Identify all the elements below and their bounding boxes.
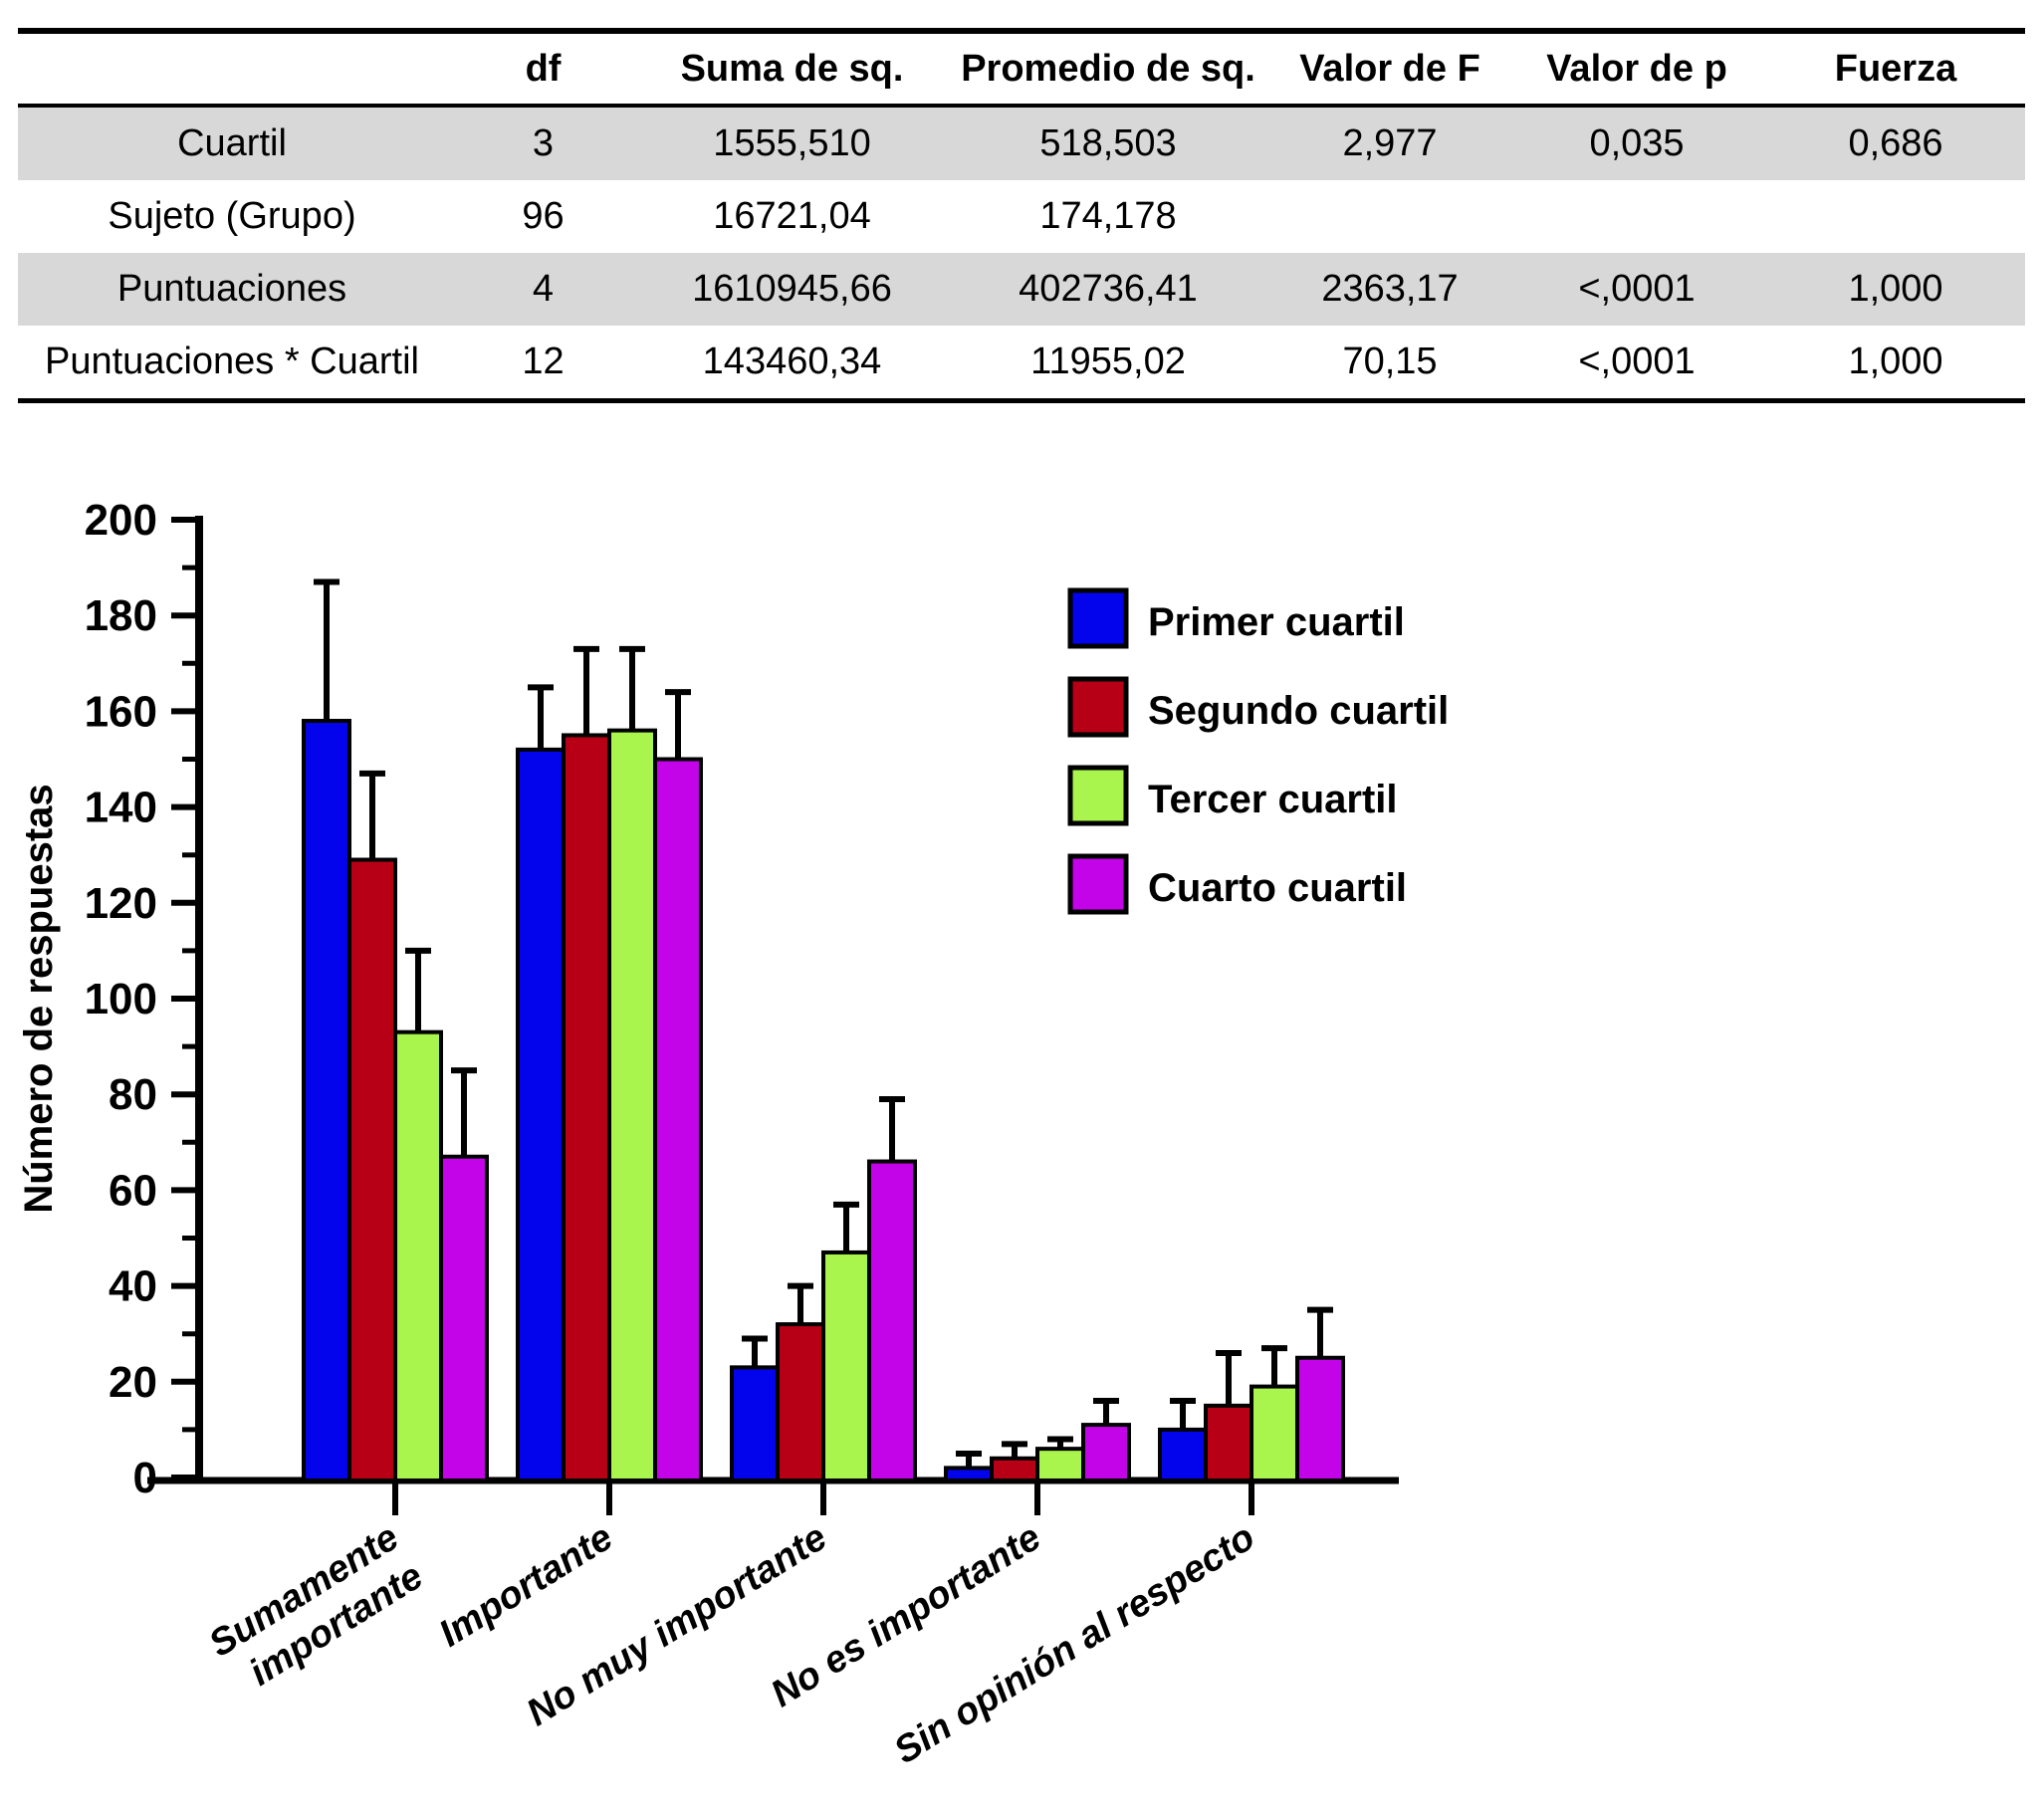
- table-cell: 2,977: [1342, 122, 1438, 164]
- x-tick-label: Sumamenteimportante: [202, 1516, 430, 1705]
- table-cell: 518,503: [1039, 122, 1177, 164]
- header-cell-promedio: Promedio de sq.: [944, 31, 1272, 108]
- y-axis-title: Número de respuestas: [17, 784, 61, 1213]
- table-cell: <,0001: [1578, 268, 1696, 310]
- legend-item: Primer cuartil: [1067, 587, 1405, 649]
- y-tick-label: 120: [85, 879, 157, 928]
- table-cell: 402736,41: [1019, 268, 1198, 310]
- bar: [653, 757, 703, 1482]
- table-cell: 4: [532, 268, 555, 310]
- bar: [1158, 1427, 1208, 1483]
- y-tick-label: 80: [109, 1070, 157, 1119]
- y-tick-label: 20: [109, 1358, 157, 1407]
- bar: [944, 1466, 994, 1483]
- bar: [730, 1365, 780, 1482]
- svg-text:Sin opinión al respecto: Sin opinión al respecto: [887, 1516, 1262, 1772]
- table-row: Puntuaciones * Cuartil 12 143460,34 11955,0…: [18, 326, 2025, 401]
- table-cell: 1,000: [1848, 341, 1943, 382]
- y-tick-label: 140: [85, 784, 157, 832]
- bar: [562, 733, 611, 1482]
- bar: [1035, 1447, 1085, 1483]
- bar: [393, 1029, 443, 1482]
- legend-item: Cuarto cuartil: [1067, 853, 1407, 915]
- table-cell: 0,035: [1589, 122, 1685, 164]
- bar: [1204, 1403, 1253, 1482]
- header-cell-df: df: [446, 31, 640, 108]
- bar: [821, 1250, 871, 1482]
- bar: [867, 1159, 917, 1482]
- table-cell: 12: [522, 341, 565, 382]
- bar: [1295, 1355, 1345, 1482]
- anova-table: df Suma de sq. Promedio de sq. Valor de …: [18, 28, 2025, 403]
- table-cell: [1272, 180, 1507, 253]
- table-cell: 1,000: [1848, 268, 1943, 310]
- row-label: Cuartil: [177, 122, 287, 164]
- x-tick-label: Importante: [432, 1516, 620, 1656]
- table-cell: 174,178: [1039, 195, 1177, 237]
- y-tick-label: 60: [109, 1166, 157, 1215]
- legend: Primer cuartil Segundo cuartil Tercer cuar…: [1067, 587, 1449, 915]
- bar-chart: 0 20 40 60 80 100 120 140 160 180 200 Número de res…: [17, 496, 1449, 1772]
- legend-item: Tercer cuartil: [1067, 765, 1398, 826]
- legend-label: Tercer cuartil: [1148, 778, 1398, 821]
- anova-table-header: df Suma de sq. Promedio de sq. Valor de …: [18, 31, 2025, 108]
- anova-table-body: Cuartil 3 1555,510 518,503 2,977 0,035 0,686 Su…: [18, 106, 2025, 401]
- table-cell: 96: [522, 195, 565, 237]
- row-label: Sujeto (Grupo): [108, 195, 356, 237]
- y-tick-label: 200: [85, 496, 157, 545]
- y-tick-label: 40: [109, 1262, 157, 1311]
- header-cell-valor-p: Valor de p: [1507, 31, 1766, 108]
- header-row: df Suma de sq. Promedio de sq. Valor de …: [18, 31, 2025, 108]
- row-label: Puntuaciones * Cuartil: [45, 341, 419, 382]
- header-cell-valor-f: Valor de F: [1272, 31, 1507, 108]
- svg-text:Importante: Importante: [432, 1516, 620, 1656]
- svg-text:Sumamenteimportante: Sumamenteimportante: [202, 1516, 430, 1705]
- row-label: Puntuaciones: [116, 268, 347, 310]
- table-cell: 1555,510: [713, 122, 871, 164]
- header-cell-blank: [18, 31, 446, 108]
- table-cell: 1610945,66: [692, 268, 892, 310]
- legend-swatch: [1067, 853, 1129, 915]
- table-cell: 3: [532, 122, 555, 164]
- bar: [1249, 1384, 1299, 1482]
- legend-label: Cuarto cuartil: [1148, 866, 1407, 910]
- table-cell: 143460,34: [702, 341, 882, 382]
- table-cell: 16721,04: [713, 195, 871, 237]
- y-tick-label: 180: [85, 591, 157, 640]
- y-tick-label: 100: [85, 975, 157, 1023]
- legend-item: Segundo cuartil: [1067, 676, 1449, 738]
- legend-swatch: [1067, 765, 1129, 826]
- header-cell-fuerza: Fuerza: [1766, 31, 2025, 108]
- table-cell: 2363,17: [1321, 268, 1459, 310]
- bar: [990, 1456, 1039, 1483]
- legend-label: Primer cuartil: [1148, 600, 1405, 644]
- table-cell: 70,15: [1342, 341, 1438, 382]
- bar: [1081, 1423, 1131, 1483]
- bar: [776, 1322, 825, 1483]
- legend-swatch: [1067, 587, 1129, 649]
- chart-area: 0 20 40 60 80 100 120 140 160 180 200 Número de res…: [0, 421, 2044, 1799]
- table-cell: [1766, 180, 2025, 253]
- table-cell: <,0001: [1578, 341, 1696, 382]
- table-cell: 0,686: [1848, 122, 1943, 164]
- legend-swatch: [1067, 676, 1129, 738]
- table-row: Cuartil 3 1555,510 518,503 2,977 0,035 0,686: [18, 106, 2025, 180]
- table-cell: [1507, 180, 1766, 253]
- table-row: Puntuaciones 4 1610945,66 402736,41 2363,17 <…: [18, 253, 2025, 326]
- bar: [347, 857, 397, 1482]
- y-tick-label: 160: [85, 687, 157, 736]
- legend-label: Segundo cuartil: [1148, 689, 1449, 733]
- x-tick-label: Sin opinión al respecto: [887, 1516, 1262, 1772]
- bar: [516, 747, 566, 1482]
- header-cell-suma: Suma de sq.: [640, 31, 944, 108]
- table-row: Sujeto (Grupo) 96 16721,04 174,178: [18, 180, 2025, 253]
- bar: [439, 1154, 489, 1482]
- bar: [302, 719, 351, 1482]
- y-tick-label: 0: [133, 1454, 157, 1502]
- table-cell: 11955,02: [1030, 341, 1186, 382]
- bar: [607, 728, 657, 1482]
